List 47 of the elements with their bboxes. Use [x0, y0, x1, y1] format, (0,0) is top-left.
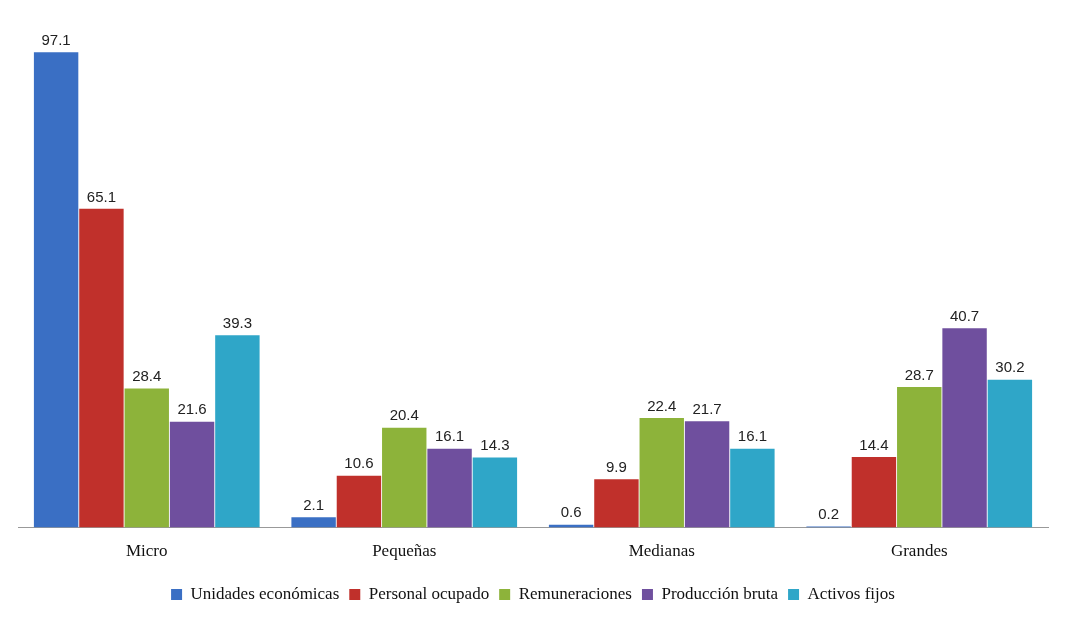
data-label: 14.4: [859, 435, 889, 453]
bar: [472, 457, 518, 528]
data-label: 28.7: [904, 365, 934, 383]
data-label: 28.4: [132, 367, 162, 385]
data-label: 0.2: [818, 505, 840, 523]
x-tick-label: Grandes: [890, 541, 948, 561]
data-label: 39.3: [222, 313, 252, 331]
data-label: 22.4: [647, 396, 677, 414]
data-label: 21.7: [692, 400, 722, 417]
data-label: 16.1: [737, 427, 767, 445]
bar: [639, 417, 684, 528]
bar: [215, 335, 260, 528]
legend-label: Activos fijos: [807, 583, 895, 603]
bar: [897, 387, 942, 528]
data-label: 9.9: [606, 457, 627, 475]
data-label: 30.2: [995, 358, 1025, 376]
bar: [291, 517, 336, 528]
legend-label: Remuneraciones: [518, 583, 632, 603]
data-label: 10.6: [344, 454, 374, 472]
bar: [33, 52, 79, 528]
data-label: 97.1: [41, 30, 71, 48]
bar: [382, 427, 427, 528]
legend-label: Unidades económicas: [190, 583, 340, 603]
bar: [942, 328, 987, 528]
x-tick-label: Micro: [125, 541, 168, 561]
bar: [336, 475, 382, 528]
data-label: 40.7: [949, 306, 980, 324]
x-tick-label: Pequeñas: [372, 541, 437, 561]
bar: [169, 421, 215, 528]
legend-label: Personal ocupado: [368, 583, 490, 603]
data-label: 21.6: [177, 400, 207, 418]
bar: [427, 448, 472, 528]
data-label: 14.3: [480, 436, 510, 454]
data-label: 0.6: [560, 503, 582, 521]
data-label: 16.1: [434, 427, 465, 445]
bar: [851, 457, 897, 528]
bar: [730, 448, 775, 528]
bar: [594, 479, 639, 528]
data-label: 20.4: [389, 406, 419, 424]
x-tick-label: Medianas: [628, 541, 695, 561]
bar: [124, 388, 169, 528]
bar: [79, 208, 124, 528]
bar: [684, 421, 730, 528]
legend-label: Producción bruta: [661, 583, 779, 603]
data-label: 65.1: [86, 187, 117, 205]
bar: [987, 379, 1033, 528]
data-label: 2.1: [303, 495, 325, 513]
